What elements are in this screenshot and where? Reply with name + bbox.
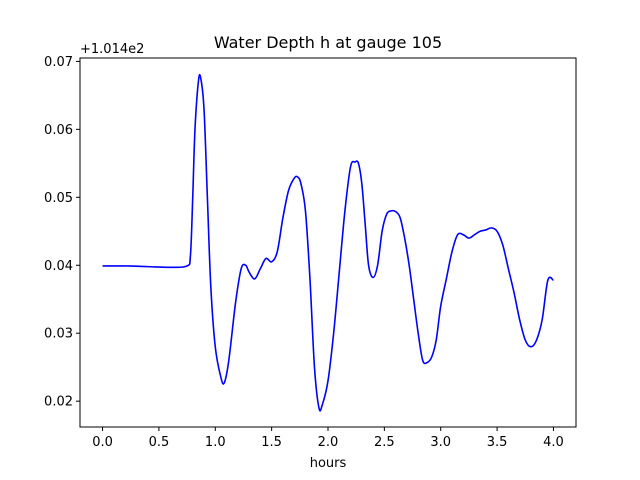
x-tick-label: 4.0	[543, 435, 564, 450]
y-offset-label: +1.014e2	[80, 42, 144, 57]
x-tick-label: 3.0	[430, 435, 451, 450]
y-tick-label: 0.07	[44, 55, 73, 70]
series-line	[102, 73, 554, 412]
x-tick-label: 3.5	[487, 435, 508, 450]
y-tick-label: 0.03	[44, 327, 73, 342]
x-tick-label: 2.5	[374, 435, 395, 450]
x-tick-label: 0.0	[92, 435, 113, 450]
y-tick-label: 0.05	[44, 191, 73, 206]
plot-lines	[102, 73, 554, 412]
plot-frame	[79, 57, 577, 428]
x-tick-label: 1.5	[261, 435, 282, 450]
x-tick-label: 0.5	[149, 435, 170, 450]
x-axis-label: hours	[310, 456, 347, 471]
x-tick-label: 2.0	[318, 435, 339, 450]
y-tick-label: 0.02	[44, 395, 73, 410]
y-axis: 0.02 0.03 0.04 0.05 0.06 0.07	[44, 55, 80, 410]
chart-title: Water Depth h at gauge 105	[214, 33, 442, 52]
y-tick-label: 0.06	[44, 123, 73, 138]
y-tick-label: 0.04	[44, 259, 73, 274]
x-tick-label: 1.0	[205, 435, 226, 450]
x-axis: 0.0 0.5 1.0 1.5 2.0 2.5 3.0 3.5 4.0	[92, 427, 564, 450]
